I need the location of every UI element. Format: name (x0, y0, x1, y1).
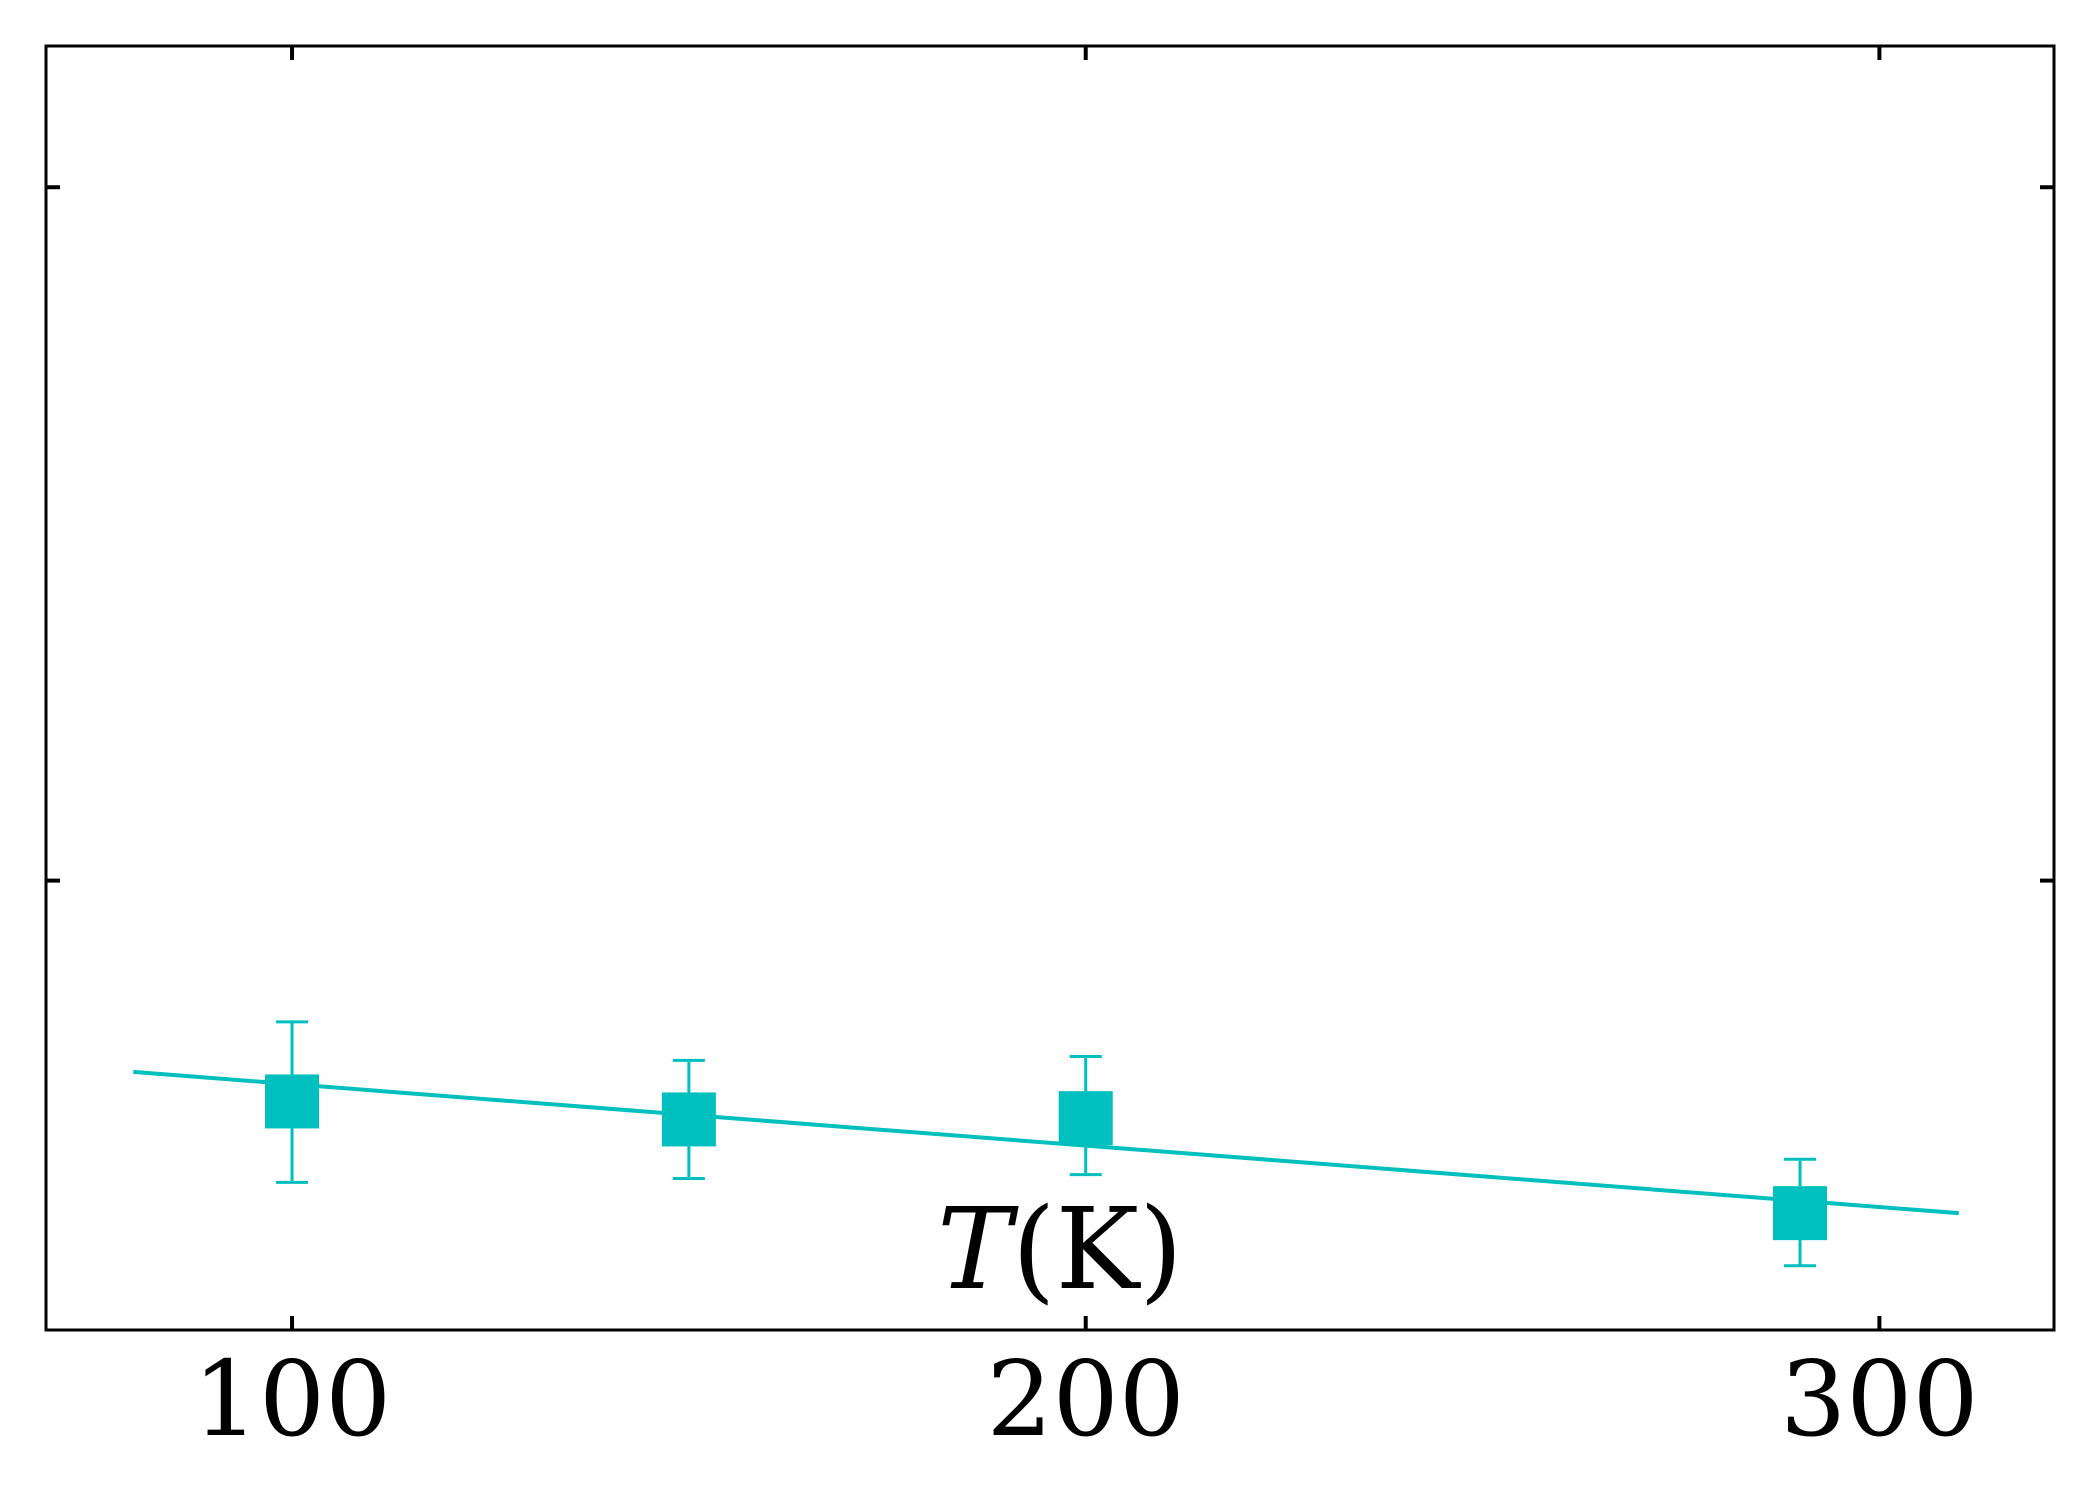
data-point-square (1058, 1091, 1113, 1146)
plot-frame (44, 44, 2056, 1332)
x-axis-variable: T (937, 1185, 1019, 1315)
data-markers (265, 1074, 1828, 1241)
data-point-square (1773, 1186, 1828, 1241)
fit-line-group (133, 1069, 1959, 1216)
x-axis-unit: (K) (1012, 1185, 1183, 1315)
x-axis-title: T(K) (937, 1185, 1183, 1315)
x-tick-labels: 100 200 300 (193, 1338, 1979, 1460)
fit-line (133, 1069, 1959, 1216)
data-point-square (661, 1092, 716, 1147)
x-tick-label: 300 (1780, 1338, 1979, 1460)
axis-ticks (46, 46, 2054, 1330)
data-point-square (265, 1074, 320, 1129)
x-tick-label: 200 (986, 1338, 1185, 1460)
x-tick-label: 100 (193, 1338, 392, 1460)
